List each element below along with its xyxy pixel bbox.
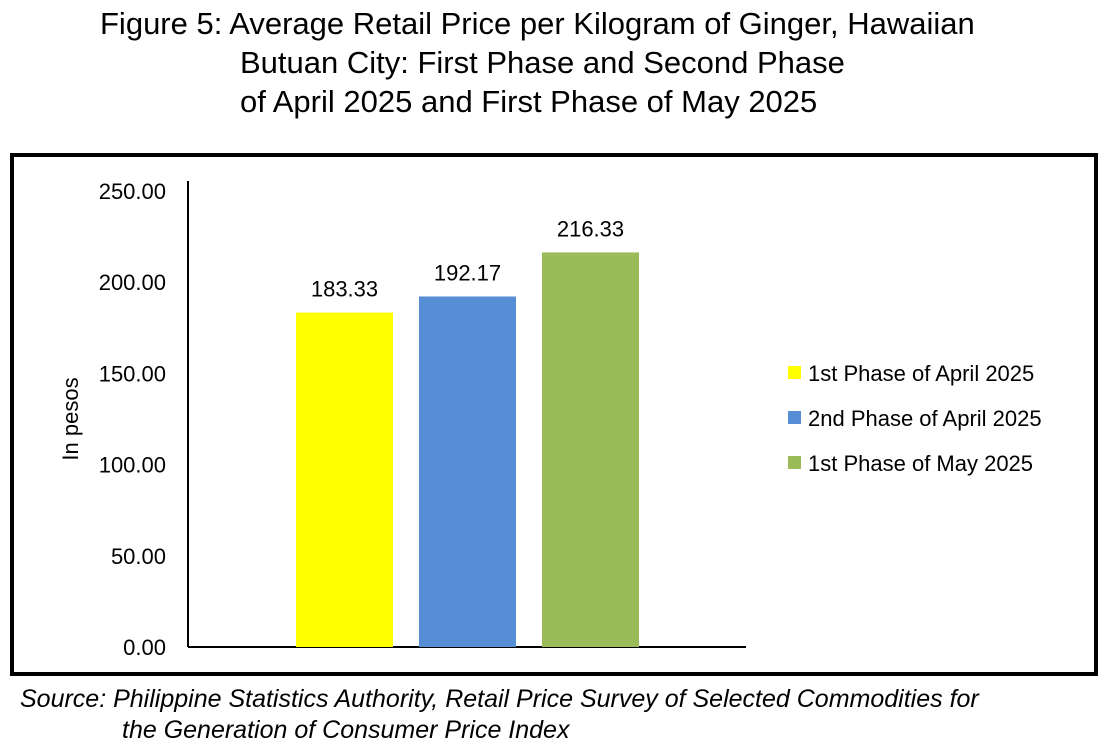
y-tick-label: 50.00: [111, 544, 166, 569]
y-tick-label: 200.00: [99, 270, 166, 295]
data-label: 183.33: [311, 277, 378, 302]
legend-swatch: [788, 411, 801, 424]
legend-swatch: [788, 366, 801, 379]
source-line-2: the Generation of Consumer Price Index: [122, 716, 570, 744]
bar-chart: 0.00 50.00 100.00 150.00 200.00 250.00 In peso…: [58, 179, 1042, 660]
y-tick-label: 250.00: [99, 179, 166, 204]
y-tick-label: 0.00: [123, 635, 166, 660]
title-line-2: Butuan City: First Phase and Second Phas…: [240, 45, 845, 80]
source-line-1: Source: Philippine Statistics Authority,…: [20, 685, 979, 713]
legend-label: 2nd Phase of April 2025: [808, 406, 1042, 431]
bar: [296, 312, 393, 647]
bar: [542, 252, 639, 648]
legend-label: 1st Phase of April 2025: [808, 361, 1034, 386]
chart-title: Figure 5: Average Retail Price per Kilog…: [60, 4, 1060, 121]
y-tick-label: 100.00: [99, 453, 166, 478]
legend-label: 1st Phase of May 2025: [808, 451, 1033, 476]
data-label: 192.17: [434, 260, 501, 285]
bar: [419, 296, 516, 647]
title-line-1: Figure 5: Average Retail Price per Kilog…: [100, 6, 975, 41]
y-axis-title: In pesos: [58, 377, 83, 460]
chart-frame: 0.00 50.00 100.00 150.00 200.00 250.00 In peso…: [10, 153, 1098, 676]
data-label: 216.33: [557, 216, 624, 241]
title-line-3: of April 2025 and First Phase of May 202…: [240, 84, 818, 119]
source-note: Source: Philippine Statistics Authority,…: [20, 684, 1105, 746]
legend-swatch: [788, 456, 801, 469]
y-tick-label: 150.00: [99, 361, 166, 386]
